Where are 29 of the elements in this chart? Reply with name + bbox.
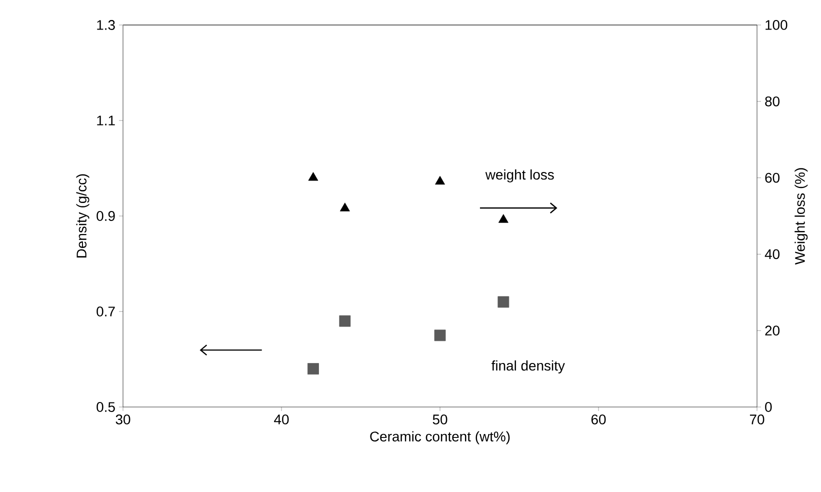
y-tick-label: 0.5 [96,402,115,412]
y2-tick-label: 0 [765,402,772,412]
point [434,330,446,342]
point [435,176,445,185]
y-axis-title: Density (g/cc) [76,174,90,258]
y2-axis-title: Weight loss (%) [794,168,808,265]
point [498,214,508,223]
annotation: weight loss [485,169,554,182]
point [498,296,510,308]
y2-tick-label: 100 [766,20,788,30]
point [340,202,350,212]
point [339,315,351,327]
y-tick-label: 0.7 [96,306,115,316]
x-tick-label: 30 [116,414,130,424]
y-tick-label: 0.9 [96,211,115,221]
x-axis-title: Ceramic content (wt%) [370,431,510,444]
x-tick-label: 40 [274,414,289,424]
y-tick-label: 1.3 [97,20,115,30]
y2-tick-label: 60 [765,172,780,183]
y2-tick-label: 20 [765,326,780,336]
y2-tick-label: 40 [764,249,780,260]
x-tick-label: 70 [750,414,764,424]
y-tick-label: 1.1 [97,116,115,126]
x-tick-label: 50 [432,414,448,424]
annotation: final density [492,360,565,374]
y2-tick-label: 80 [765,96,780,106]
point [308,172,318,181]
x-tick-label: 60 [591,414,606,424]
point [308,363,319,374]
